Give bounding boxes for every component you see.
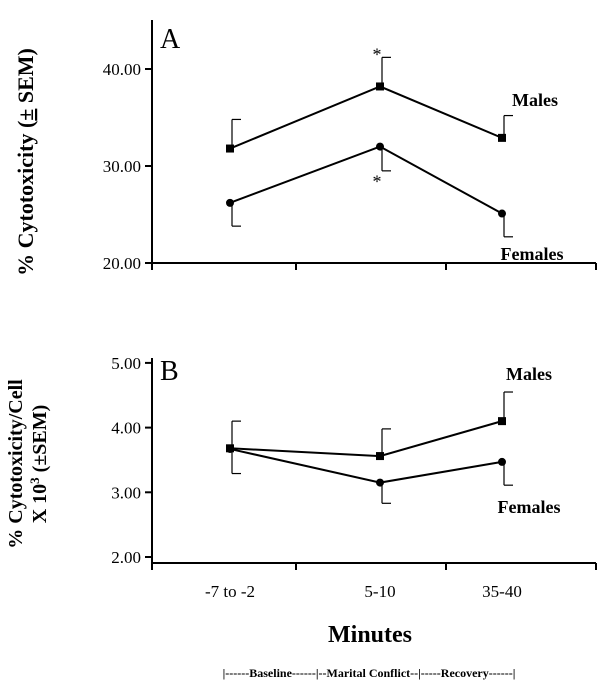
panel-a-y-axis-label: % Cytotoxicity (± SEM) [13,48,38,276]
panel-a-females-line [229,145,503,215]
panel-a-significance-marker: * [373,172,382,192]
panel-a-males-point [376,82,384,91]
panel-b-y-tick-label: 5.00 [111,354,141,373]
panel-a-y-tick-label: 30.00 [103,157,141,176]
panel-a-females-point [498,209,506,218]
panel-b-legend-males: Males [506,364,552,384]
panel-b-females-line [229,447,503,484]
panel-a: A % Cytotoxicity (± SEM) 20.00 30.00 40.00… [13,20,597,276]
panel-a-females-point [376,142,384,151]
panel-b-females-point [376,478,384,487]
x-tick-label: 5-10 [364,582,395,601]
panel-b-y-axis-label-line2: X 103 (±SEM) [27,405,51,524]
panel-a-y-tick-label: 20.00 [103,254,141,273]
panel-a-significance-marker: * [373,45,382,65]
panel-a-males-point [226,144,234,153]
panel-b-y-tick-label: 4.00 [111,419,141,438]
panel-b-females-point [498,457,506,466]
panel-b-males-line [229,420,503,458]
panel-a-males-line [229,85,503,150]
panel-a-label: A [160,24,181,55]
phase-bar: |------Baseline------|--Marital Conflict… [223,666,516,680]
x-tick-label: -7 to -2 [205,582,255,601]
panel-b-y-tick-label: 2.00 [111,548,141,567]
panel-a-legend-males: Males [512,90,558,110]
panel-a-legend-females: Females [501,244,564,264]
panel-b-males-point [498,417,506,426]
x-axis-title: Minutes [328,622,412,648]
x-tick-label: 35-40 [482,582,522,601]
panel-b-females-point [226,444,234,453]
panel-a-females-point [226,198,234,207]
panel-b-y-tick-label: 3.00 [111,483,141,502]
panel-b-legend-females: Females [498,497,561,517]
panel-a-males-point [498,133,506,142]
panel-b-label: B [160,356,179,387]
panel-b: B % Cytotoxicity/Cell X 103 (±SEM) 2.00 3… [5,354,597,680]
panel-b-males-point [376,452,384,461]
panel-a-y-tick-label: 40.00 [103,60,141,79]
panel-b-y-axis-label-line1: % Cytotoxicity/Cell [5,379,27,549]
